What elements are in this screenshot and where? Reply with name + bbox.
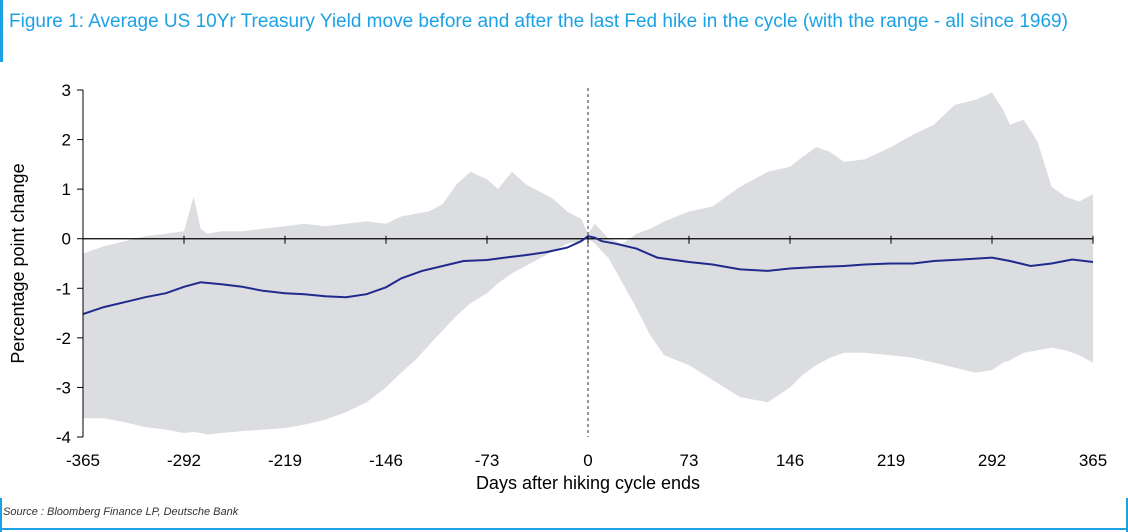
footer-right-rule <box>1126 498 1128 532</box>
y-tick-label: 0 <box>62 230 71 249</box>
x-tick-label: -219 <box>268 451 302 470</box>
chart: 3 2 1 0 -1 -2 -3 -4 -365 -292 -219 -146 -73 0 73 146 219… <box>8 81 1107 493</box>
average-yield-line <box>82 235 1094 316</box>
x-tick-label: -73 <box>475 451 500 470</box>
title-bar: Figure 1: Average US 10Yr Treasury Yield… <box>0 0 1128 62</box>
y-tick-label: 3 <box>62 81 71 100</box>
y-tick-label: 1 <box>62 180 71 199</box>
x-tick-label: 219 <box>877 451 905 470</box>
y-tick-label: -3 <box>56 378 71 397</box>
range-band <box>83 92 1093 435</box>
footer-bottom-rule <box>0 528 1128 530</box>
y-axis-label: Percentage point change <box>8 163 28 363</box>
y-tick-label: -1 <box>56 279 71 298</box>
footer-left-rule <box>0 498 2 532</box>
y-tick-label: 2 <box>62 131 71 150</box>
x-tick-label: 73 <box>680 451 699 470</box>
title-accent-rule <box>0 0 3 62</box>
x-tick-label: 0 <box>583 451 592 470</box>
source-note: Source : Bloomberg Finance LP, Deutsche … <box>3 506 239 518</box>
x-tick-label: -365 <box>66 451 100 470</box>
x-tick-label: 292 <box>978 451 1006 470</box>
x-tick-label: 365 <box>1079 451 1107 470</box>
y-tick-label: -2 <box>56 329 71 348</box>
x-axis-label: Days after hiking cycle ends <box>476 473 700 493</box>
plot-area: 3 2 1 0 -1 -2 -3 -4 -365 -292 -219 -146 -73 0 73 146 219… <box>8 81 1107 493</box>
x-tick-label: -292 <box>167 451 201 470</box>
y-tick-label: -4 <box>56 428 71 447</box>
x-tick-label: -146 <box>369 451 403 470</box>
figure-title: Figure 1: Average US 10Yr Treasury Yield… <box>9 11 1068 32</box>
x-tick-label: 146 <box>776 451 804 470</box>
